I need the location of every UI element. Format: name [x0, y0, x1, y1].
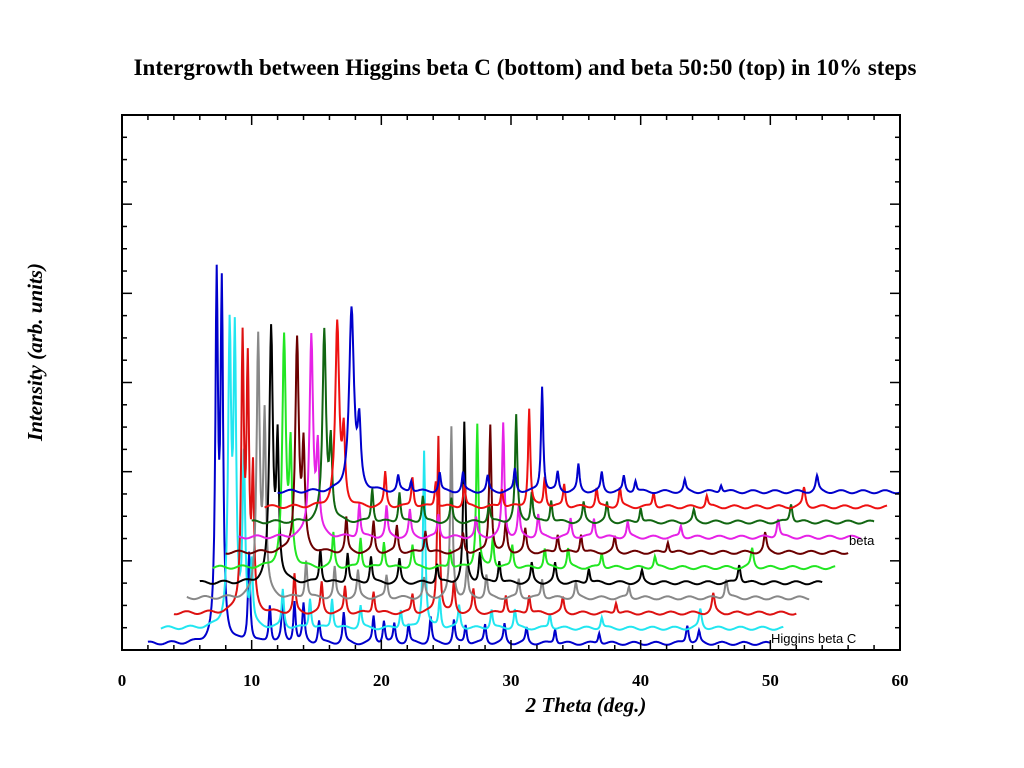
series-trace-9 [264, 319, 888, 510]
series-trace-1 [160, 314, 784, 631]
chart-title: Intergrowth between Higgins beta C (bott… [133, 55, 917, 80]
x-axis-label: 2 Theta (deg.) [525, 693, 647, 717]
series-trace-0 [147, 264, 771, 646]
y-axis-label: Intensity (arb. units) [23, 263, 47, 442]
x-tick-label: 60 [892, 671, 909, 690]
series-trace-10 [277, 306, 901, 495]
series-label-top: beta [849, 533, 875, 548]
x-tick-label: 0 [118, 671, 127, 690]
series-label-bottom: Higgins beta C [771, 631, 856, 646]
x-tick-label: 10 [243, 671, 260, 690]
series-trace-2 [173, 327, 797, 616]
series-trace-6 [225, 335, 849, 555]
x-tick-label: 50 [762, 671, 779, 690]
x-tick-label: 30 [503, 671, 520, 690]
series-trace-5 [212, 332, 836, 571]
ticks-group: 0 10 20 30 40 50 60 [118, 114, 909, 690]
x-tick-label: 20 [373, 671, 390, 690]
series-trace-3 [186, 331, 810, 601]
traces-group [147, 264, 901, 646]
x-tick-label: 40 [632, 671, 649, 690]
series-trace-7 [238, 333, 862, 540]
series-trace-4 [199, 324, 823, 586]
series-trace-8 [251, 327, 875, 525]
